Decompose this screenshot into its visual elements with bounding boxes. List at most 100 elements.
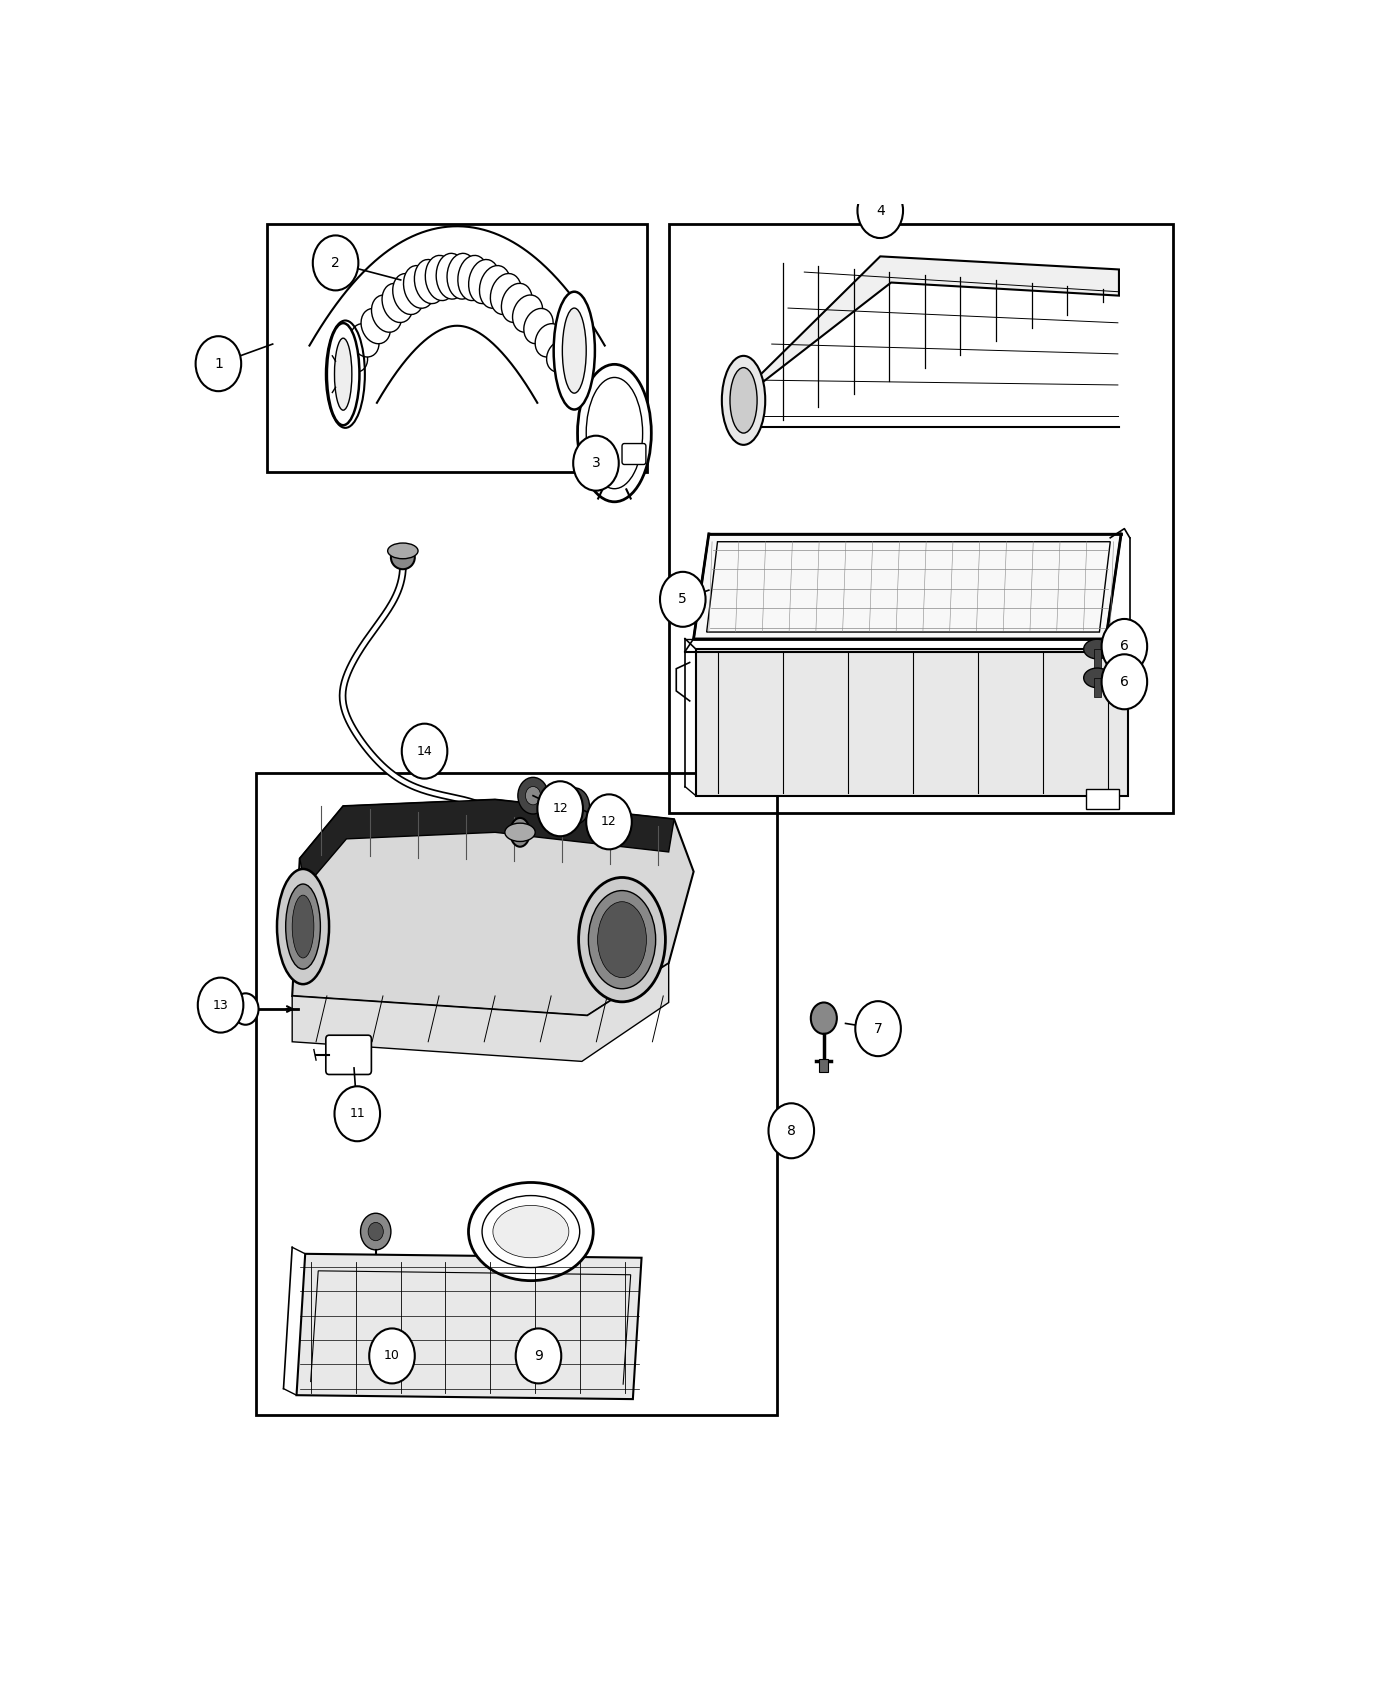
Ellipse shape	[469, 260, 500, 304]
Circle shape	[769, 1103, 813, 1158]
Ellipse shape	[447, 253, 477, 299]
Text: 9: 9	[533, 1348, 543, 1363]
Ellipse shape	[388, 542, 419, 559]
Ellipse shape	[382, 284, 413, 323]
Ellipse shape	[587, 377, 643, 488]
Text: 2: 2	[332, 257, 340, 270]
Ellipse shape	[510, 818, 529, 847]
Bar	[1086, 789, 1119, 809]
Text: 12: 12	[552, 802, 568, 816]
Ellipse shape	[371, 296, 402, 332]
Text: 12: 12	[601, 816, 617, 828]
Polygon shape	[293, 799, 693, 1015]
Ellipse shape	[553, 292, 595, 410]
Ellipse shape	[501, 284, 532, 323]
Ellipse shape	[729, 367, 757, 434]
Ellipse shape	[1084, 639, 1110, 660]
Ellipse shape	[1084, 668, 1110, 688]
Ellipse shape	[479, 265, 511, 308]
Ellipse shape	[437, 253, 468, 299]
Ellipse shape	[524, 308, 553, 343]
Ellipse shape	[293, 896, 314, 959]
Ellipse shape	[393, 274, 424, 314]
Ellipse shape	[277, 869, 329, 984]
Text: 10: 10	[384, 1350, 400, 1362]
Ellipse shape	[535, 323, 563, 357]
Text: 1: 1	[214, 357, 223, 371]
Text: 3: 3	[592, 456, 601, 471]
Circle shape	[232, 993, 259, 1025]
Text: 14: 14	[417, 745, 433, 758]
Ellipse shape	[458, 255, 489, 301]
Ellipse shape	[340, 340, 368, 372]
Bar	[256, 774, 777, 1414]
Ellipse shape	[391, 546, 414, 570]
Text: 8: 8	[787, 1124, 795, 1137]
Ellipse shape	[361, 308, 391, 343]
Circle shape	[518, 777, 549, 814]
Bar	[819, 1059, 829, 1073]
Circle shape	[1102, 654, 1147, 709]
Circle shape	[368, 1222, 384, 1241]
Ellipse shape	[563, 308, 587, 393]
Ellipse shape	[512, 296, 543, 332]
FancyBboxPatch shape	[622, 444, 645, 464]
Ellipse shape	[330, 359, 356, 389]
Circle shape	[370, 1328, 414, 1384]
Circle shape	[1102, 619, 1147, 673]
Text: 6: 6	[1120, 639, 1128, 653]
Polygon shape	[297, 1255, 641, 1399]
Circle shape	[587, 794, 631, 850]
Ellipse shape	[598, 901, 647, 977]
Bar	[669, 224, 1173, 813]
Ellipse shape	[469, 1183, 594, 1280]
Ellipse shape	[588, 891, 655, 989]
Ellipse shape	[482, 1195, 580, 1268]
Ellipse shape	[546, 340, 574, 372]
Circle shape	[811, 1003, 837, 1034]
Ellipse shape	[722, 355, 766, 445]
Ellipse shape	[490, 274, 521, 314]
Circle shape	[857, 184, 903, 238]
Circle shape	[402, 724, 448, 779]
Ellipse shape	[328, 323, 360, 425]
Circle shape	[525, 787, 540, 804]
Circle shape	[538, 782, 582, 836]
Ellipse shape	[578, 364, 651, 502]
Circle shape	[335, 1086, 379, 1141]
Text: 4: 4	[876, 204, 885, 218]
Polygon shape	[739, 257, 1119, 427]
Bar	[267, 224, 647, 473]
Circle shape	[855, 1001, 900, 1056]
Text: 5: 5	[679, 592, 687, 607]
Ellipse shape	[403, 265, 435, 308]
Text: 6: 6	[1120, 675, 1128, 688]
Circle shape	[573, 435, 619, 491]
Text: 7: 7	[874, 1022, 882, 1035]
Text: 11: 11	[350, 1107, 365, 1120]
Circle shape	[197, 977, 244, 1032]
Circle shape	[361, 1214, 391, 1250]
FancyBboxPatch shape	[326, 1035, 371, 1074]
Ellipse shape	[505, 823, 535, 842]
Ellipse shape	[426, 255, 456, 301]
Ellipse shape	[335, 338, 351, 410]
Circle shape	[515, 1328, 561, 1384]
Ellipse shape	[351, 323, 379, 357]
Text: 13: 13	[213, 998, 228, 1012]
Circle shape	[659, 571, 706, 627]
Polygon shape	[293, 964, 669, 1061]
Bar	[1093, 678, 1100, 697]
Ellipse shape	[559, 359, 584, 389]
Polygon shape	[696, 649, 1127, 796]
Polygon shape	[693, 534, 1121, 639]
Polygon shape	[300, 799, 675, 887]
Ellipse shape	[414, 260, 445, 304]
Ellipse shape	[578, 877, 665, 1001]
Ellipse shape	[286, 884, 321, 969]
Ellipse shape	[493, 1205, 568, 1258]
Bar	[1093, 649, 1100, 668]
Circle shape	[559, 787, 589, 824]
Circle shape	[196, 337, 241, 391]
Circle shape	[312, 235, 358, 291]
